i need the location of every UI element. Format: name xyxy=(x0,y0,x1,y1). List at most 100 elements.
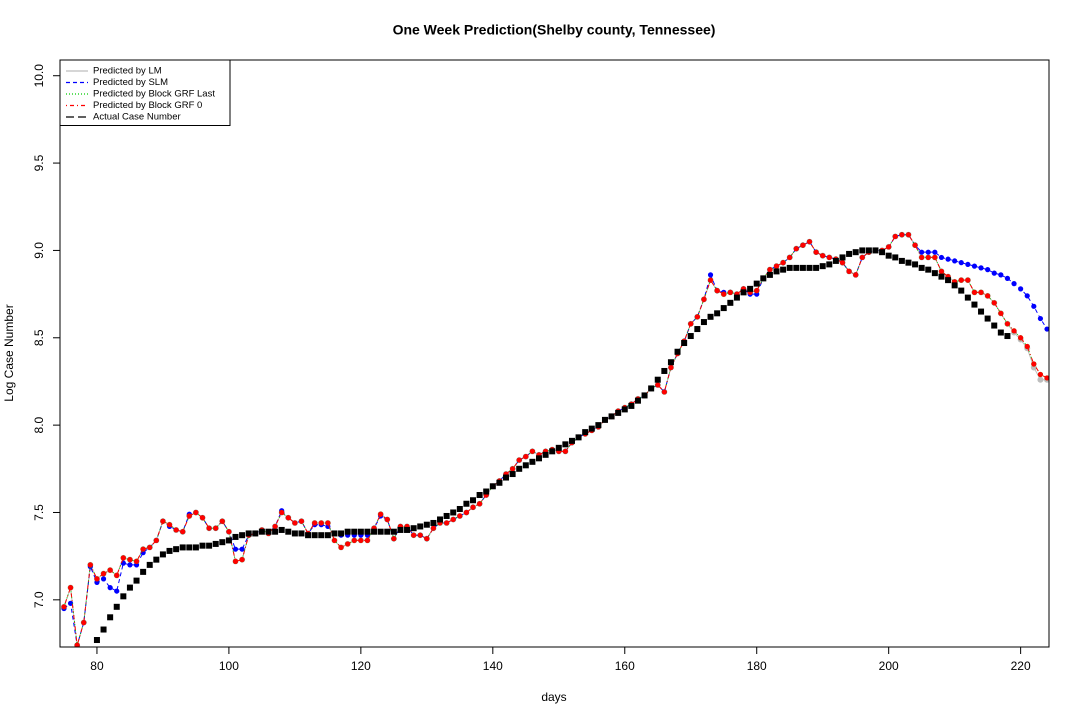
data-point xyxy=(509,471,516,478)
data-point xyxy=(173,546,180,553)
x-tick-label: 220 xyxy=(1011,659,1031,673)
data-point xyxy=(595,422,602,429)
data-point xyxy=(582,429,589,436)
data-point xyxy=(655,382,661,388)
data-point xyxy=(846,268,852,274)
data-point xyxy=(1044,326,1049,332)
data-point xyxy=(404,526,411,533)
data-point xyxy=(912,242,918,248)
data-point xyxy=(839,260,846,266)
data-point xyxy=(391,536,397,542)
data-point xyxy=(938,254,945,261)
data-point xyxy=(799,264,806,271)
data-point xyxy=(886,244,892,250)
data-point xyxy=(423,521,430,528)
data-point xyxy=(773,268,780,275)
data-point xyxy=(754,288,760,294)
data-point xyxy=(1031,303,1037,309)
data-point xyxy=(945,277,952,284)
data-point xyxy=(720,305,727,312)
data-point xyxy=(978,308,985,315)
x-axis-label: days xyxy=(541,690,566,704)
data-point xyxy=(93,637,100,644)
data-point xyxy=(126,584,133,591)
data-point xyxy=(390,528,397,535)
data-point xyxy=(192,544,199,551)
data-point xyxy=(206,525,212,531)
data-point xyxy=(555,444,562,451)
data-point xyxy=(272,523,278,530)
data-point xyxy=(760,275,767,282)
data-point xyxy=(688,321,694,327)
data-point xyxy=(232,546,239,552)
data-point xyxy=(879,249,886,256)
data-point xyxy=(417,532,423,538)
data-point xyxy=(305,532,312,539)
data-point xyxy=(318,532,325,539)
data-point xyxy=(285,528,292,535)
data-point xyxy=(721,291,727,297)
y-tick-label: 9.5 xyxy=(32,154,46,171)
data-point xyxy=(601,416,608,423)
data-point xyxy=(345,541,351,547)
data-point xyxy=(991,322,998,329)
data-point xyxy=(661,389,667,395)
data-point xyxy=(159,551,166,558)
data-point xyxy=(133,577,140,584)
data-point xyxy=(193,509,199,516)
data-point xyxy=(733,294,740,301)
data-point xyxy=(166,547,173,554)
data-point xyxy=(364,537,371,544)
data-point xyxy=(971,289,978,295)
data-point xyxy=(1011,328,1017,334)
data-point xyxy=(298,530,305,537)
data-point xyxy=(806,264,813,271)
data-point xyxy=(199,542,206,549)
data-point xyxy=(100,626,107,633)
data-point xyxy=(529,448,535,454)
data-point xyxy=(285,515,291,521)
y-tick-label: 7.5 xyxy=(32,504,46,521)
data-point xyxy=(100,571,107,577)
data-point xyxy=(859,254,865,261)
data-point xyxy=(87,562,93,568)
data-point xyxy=(114,572,120,578)
data-point xyxy=(575,434,582,441)
data-point xyxy=(819,263,826,270)
data-point xyxy=(206,542,213,549)
data-point xyxy=(820,253,826,259)
data-point xyxy=(535,455,542,462)
data-point xyxy=(470,497,477,504)
x-tick-label: 180 xyxy=(747,659,767,673)
data-point xyxy=(780,266,787,273)
data-point xyxy=(853,272,859,278)
data-point xyxy=(278,526,285,533)
data-point xyxy=(357,528,364,535)
data-point xyxy=(450,509,457,516)
data-point xyxy=(898,257,905,264)
data-point xyxy=(1031,361,1037,367)
data-point xyxy=(457,513,463,519)
data-point xyxy=(61,604,67,610)
data-point xyxy=(1018,335,1024,341)
data-point xyxy=(800,242,806,248)
data-point xyxy=(324,532,331,539)
data-point xyxy=(186,513,192,519)
y-tick-label: 8.5 xyxy=(32,329,46,346)
data-point xyxy=(615,409,622,416)
data-point xyxy=(872,247,879,254)
data-point xyxy=(793,246,799,252)
x-tick-label: 160 xyxy=(615,659,635,673)
data-point xyxy=(411,532,417,538)
data-point xyxy=(826,261,833,268)
data-point xyxy=(793,264,800,271)
data-point xyxy=(945,256,951,262)
data-point xyxy=(358,537,364,544)
data-point xyxy=(94,576,100,582)
data-point xyxy=(707,272,714,278)
data-point xyxy=(885,252,892,259)
plot-frame xyxy=(59,59,1050,648)
data-point xyxy=(905,232,912,238)
data-point xyxy=(985,267,991,273)
